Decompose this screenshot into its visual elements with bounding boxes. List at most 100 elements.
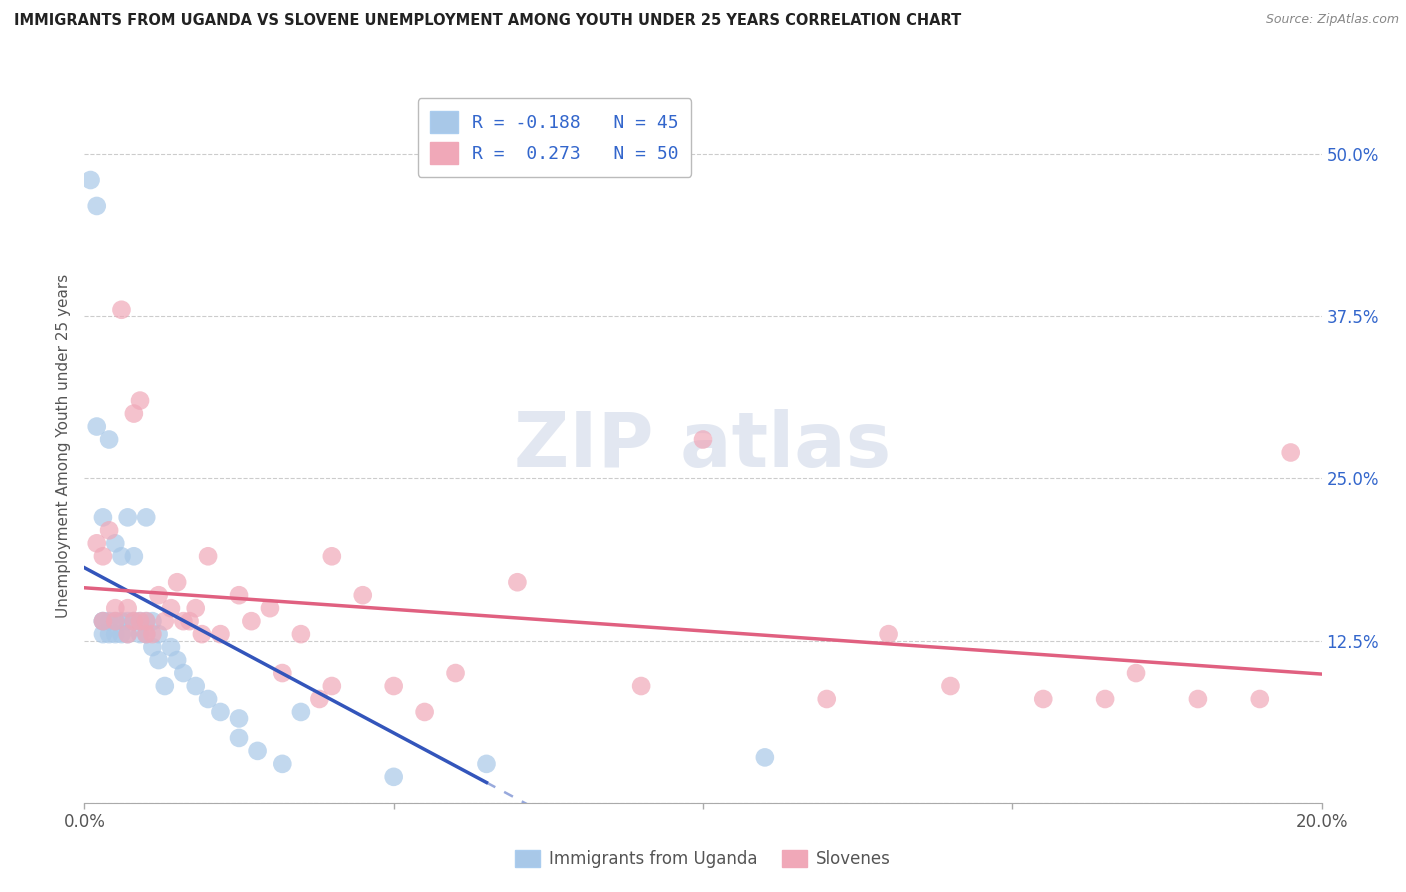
Point xyxy=(321,679,343,693)
Point xyxy=(184,601,207,615)
Point xyxy=(197,692,219,706)
Point xyxy=(271,756,294,771)
Point xyxy=(91,614,114,628)
Point xyxy=(382,770,405,784)
Point xyxy=(148,588,170,602)
Point xyxy=(172,666,194,681)
Point xyxy=(630,679,652,693)
Point xyxy=(179,614,201,628)
Point xyxy=(117,614,139,628)
Point xyxy=(352,588,374,602)
Point xyxy=(135,614,157,628)
Point xyxy=(98,433,121,447)
Point xyxy=(259,601,281,615)
Point xyxy=(117,627,139,641)
Point xyxy=(413,705,436,719)
Text: Source: ZipAtlas.com: Source: ZipAtlas.com xyxy=(1265,13,1399,27)
Y-axis label: Unemployment Among Youth under 25 years: Unemployment Among Youth under 25 years xyxy=(56,274,72,618)
Point xyxy=(104,536,127,550)
Point xyxy=(104,627,127,641)
Point xyxy=(91,614,114,628)
Point xyxy=(184,679,207,693)
Point xyxy=(197,549,219,564)
Point xyxy=(86,199,108,213)
Legend: Immigrants from Uganda, Slovenes: Immigrants from Uganda, Slovenes xyxy=(509,843,897,875)
Point xyxy=(815,692,838,706)
Point xyxy=(117,601,139,615)
Point xyxy=(506,575,529,590)
Point xyxy=(135,627,157,641)
Point xyxy=(166,575,188,590)
Point xyxy=(692,433,714,447)
Point xyxy=(129,627,152,641)
Point xyxy=(153,614,176,628)
Point xyxy=(117,627,139,641)
Point xyxy=(148,627,170,641)
Legend: R = -0.188   N = 45, R =  0.273   N = 50: R = -0.188 N = 45, R = 0.273 N = 50 xyxy=(418,98,692,177)
Point xyxy=(104,614,127,628)
Point xyxy=(228,588,250,602)
Point xyxy=(129,393,152,408)
Point xyxy=(290,627,312,641)
Point xyxy=(321,549,343,564)
Point xyxy=(98,614,121,628)
Point xyxy=(939,679,962,693)
Point xyxy=(98,627,121,641)
Point xyxy=(308,692,330,706)
Point xyxy=(240,614,263,628)
Point xyxy=(135,510,157,524)
Point xyxy=(209,705,232,719)
Point xyxy=(86,419,108,434)
Point xyxy=(129,614,152,628)
Point xyxy=(271,666,294,681)
Point xyxy=(117,510,139,524)
Point xyxy=(141,627,163,641)
Point xyxy=(1094,692,1116,706)
Point xyxy=(166,653,188,667)
Point xyxy=(160,640,183,654)
Point xyxy=(1125,666,1147,681)
Point xyxy=(191,627,214,641)
Point xyxy=(91,510,114,524)
Point xyxy=(228,731,250,745)
Point xyxy=(228,711,250,725)
Point xyxy=(1187,692,1209,706)
Point xyxy=(86,536,108,550)
Text: IMMIGRANTS FROM UGANDA VS SLOVENE UNEMPLOYMENT AMONG YOUTH UNDER 25 YEARS CORREL: IMMIGRANTS FROM UGANDA VS SLOVENE UNEMPL… xyxy=(14,13,962,29)
Point xyxy=(160,601,183,615)
Point xyxy=(79,173,101,187)
Point xyxy=(122,407,145,421)
Point xyxy=(104,614,127,628)
Point xyxy=(172,614,194,628)
Point xyxy=(141,640,163,654)
Point xyxy=(122,549,145,564)
Point xyxy=(110,302,132,317)
Point xyxy=(148,653,170,667)
Point xyxy=(98,524,121,538)
Point xyxy=(475,756,498,771)
Point xyxy=(91,549,114,564)
Point xyxy=(382,679,405,693)
Point xyxy=(104,601,127,615)
Point xyxy=(1249,692,1271,706)
Point xyxy=(122,614,145,628)
Point xyxy=(877,627,900,641)
Point xyxy=(290,705,312,719)
Text: ZIP atlas: ZIP atlas xyxy=(515,409,891,483)
Point xyxy=(110,549,132,564)
Point xyxy=(1032,692,1054,706)
Point xyxy=(1279,445,1302,459)
Point xyxy=(141,614,163,628)
Point xyxy=(135,627,157,641)
Point xyxy=(754,750,776,764)
Point xyxy=(444,666,467,681)
Point xyxy=(129,614,152,628)
Point xyxy=(209,627,232,641)
Point xyxy=(91,627,114,641)
Point xyxy=(122,614,145,628)
Point xyxy=(135,614,157,628)
Point xyxy=(246,744,269,758)
Point xyxy=(110,614,132,628)
Point xyxy=(110,627,132,641)
Point xyxy=(153,679,176,693)
